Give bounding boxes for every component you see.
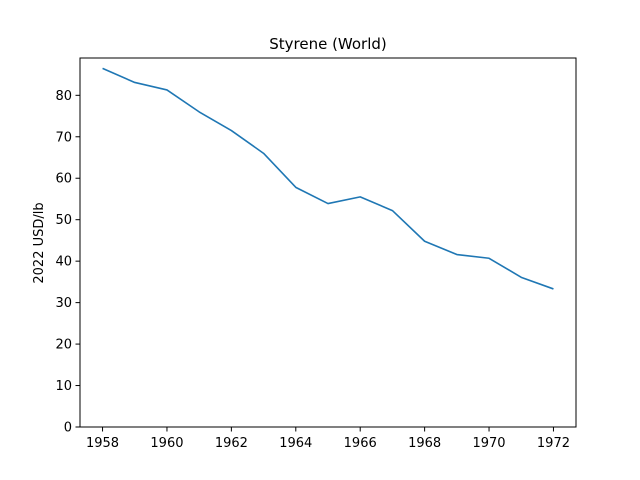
plot-frame — [79, 57, 577, 428]
x-tick-label: 1968 — [408, 436, 441, 451]
x-tick-label: 1964 — [279, 436, 312, 451]
y-tick-label: 0 — [64, 421, 72, 436]
y-tick-label: 30 — [55, 296, 72, 311]
x-tick-label: 1962 — [215, 436, 248, 451]
y-tick-label: 40 — [55, 255, 72, 270]
y-tick-label: 60 — [55, 172, 72, 187]
y-tick-label: 80 — [55, 89, 72, 104]
y-axis-label: 2022 USD/lb — [32, 202, 47, 283]
series-line — [102, 67, 554, 290]
y-axis: 0 10 20 30 40 50 60 70 80 — [55, 89, 80, 436]
y-tick-label: 20 — [55, 338, 72, 353]
y-tick-label: 50 — [55, 213, 72, 228]
x-tick-label: 1958 — [86, 436, 119, 451]
x-tick-label: 1960 — [150, 436, 183, 451]
y-tick-label: 70 — [55, 130, 72, 145]
x-axis: 1958 1960 1962 1964 1966 1968 1970 1972 — [86, 427, 570, 451]
chart-title: Styrene (World) — [269, 35, 387, 53]
x-tick-label: 1972 — [537, 436, 570, 451]
x-tick-label: 1970 — [472, 436, 505, 451]
x-tick-label: 1966 — [344, 436, 377, 451]
y-tick-label: 10 — [55, 379, 72, 394]
